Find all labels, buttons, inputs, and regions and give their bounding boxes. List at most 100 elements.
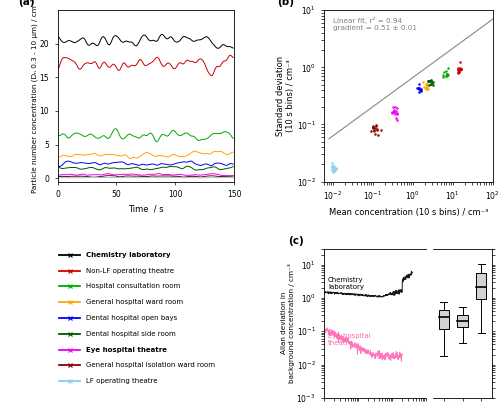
Point (456, 66, 464, 72)
Point (423, 84, 431, 90)
Point (370, 128, 378, 134)
Point (389, 104, 397, 111)
Point (456, 59, 464, 66)
Y-axis label: Standard deviation
(10 s bins) / cm⁻³: Standard deviation (10 s bins) / cm⁻³ (276, 56, 295, 136)
Point (440, 71, 448, 78)
Point (390, 108, 398, 114)
Text: Hospital consultation room: Hospital consultation room (86, 283, 180, 289)
Point (392, 117, 400, 123)
Point (369, 124, 377, 131)
Point (424, 78, 432, 85)
Y-axis label: Particle number concentration (Dₙ 0.3 - 10 μm) / cm⁻³: Particle number concentration (Dₙ 0.3 - … (30, 0, 38, 193)
Point (392, 111, 400, 117)
Point (416, 86, 424, 93)
Point (388, 109, 396, 115)
Point (456, 69, 464, 75)
Point (443, 71, 451, 78)
Point (426, 77, 434, 83)
Point (444, 64, 452, 71)
Point (392, 108, 400, 114)
Point (440, 69, 448, 75)
Point (394, 109, 402, 116)
Text: Dental hospital side room: Dental hospital side room (86, 331, 176, 337)
Text: Non-LF operating theatre: Non-LF operating theatre (86, 268, 174, 273)
Point (429, 82, 437, 89)
Point (442, 70, 450, 77)
Point (428, 78, 436, 85)
Point (454, 69, 462, 76)
Point (328, 160, 336, 166)
Point (456, 66, 464, 73)
Text: Linear fit, r² = 0.94
gradient = 0.51 ± 0.01: Linear fit, r² = 0.94 gradient = 0.51 ± … (332, 17, 416, 31)
Point (369, 124, 377, 131)
Point (328, 166, 336, 173)
Point (414, 86, 422, 93)
Point (415, 89, 423, 95)
Point (392, 110, 400, 117)
Point (457, 66, 465, 72)
Point (422, 82, 430, 89)
Text: Chemistry laboratory: Chemistry laboratory (86, 252, 170, 258)
Bar (476, 273, 486, 299)
Point (442, 68, 450, 74)
Text: Dental hospital open bays: Dental hospital open bays (86, 315, 177, 321)
Point (372, 122, 380, 129)
Point (328, 167, 336, 174)
Point (424, 86, 432, 93)
Text: Eye hospital
theatre: Eye hospital theatre (328, 333, 370, 346)
Bar (458, 315, 468, 328)
Point (368, 123, 376, 129)
Point (390, 106, 398, 113)
Text: (c): (c) (288, 236, 304, 246)
Point (422, 86, 430, 92)
Text: Eye hospital theatre: Eye hospital theatre (86, 346, 167, 353)
Y-axis label: Allan deviation in
background concentration / cm⁻³: Allan deviation in background concentrat… (281, 264, 295, 383)
Point (455, 69, 463, 75)
Point (328, 169, 336, 175)
Point (456, 64, 464, 71)
Point (391, 104, 399, 111)
Point (370, 124, 378, 131)
Point (330, 168, 338, 175)
Text: (b): (b) (277, 0, 294, 7)
Bar (438, 310, 449, 328)
Point (456, 67, 464, 73)
Point (332, 166, 340, 173)
Point (328, 164, 336, 170)
Point (390, 109, 398, 115)
Point (422, 84, 430, 91)
Point (328, 163, 336, 169)
Point (428, 77, 436, 84)
Point (454, 64, 462, 71)
Point (330, 167, 338, 174)
Point (439, 73, 447, 80)
Point (454, 67, 462, 73)
Point (369, 124, 377, 131)
Point (454, 66, 462, 72)
Point (425, 78, 433, 84)
Point (392, 104, 400, 111)
Point (456, 66, 464, 72)
Point (426, 78, 434, 85)
Point (444, 72, 452, 78)
Point (418, 86, 426, 92)
Point (332, 165, 340, 172)
Point (423, 80, 431, 87)
Point (415, 85, 423, 91)
Point (420, 84, 428, 90)
X-axis label: Time  / s: Time / s (128, 204, 164, 213)
Point (442, 72, 450, 78)
Point (374, 132, 382, 138)
Point (425, 82, 433, 89)
Point (413, 85, 421, 92)
Text: (a): (a) (18, 0, 35, 7)
Point (416, 86, 424, 93)
Point (330, 163, 338, 170)
Point (415, 84, 423, 91)
Point (392, 115, 400, 121)
Point (371, 131, 379, 137)
Point (377, 127, 385, 133)
Point (427, 80, 435, 87)
Point (372, 121, 380, 128)
Point (330, 164, 338, 171)
